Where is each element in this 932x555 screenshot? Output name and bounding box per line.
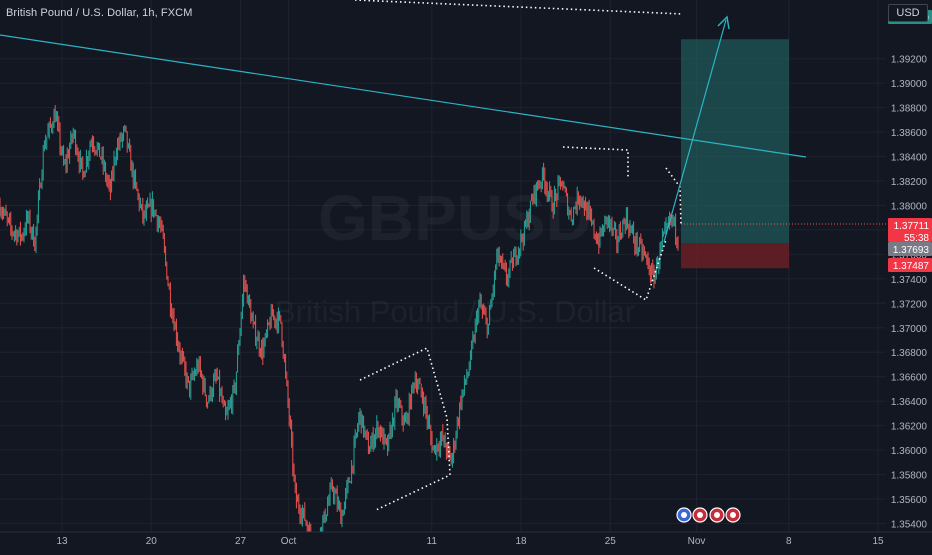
loss-zone[interactable] bbox=[681, 243, 789, 269]
economic-events[interactable] bbox=[676, 507, 741, 523]
currency-badge[interactable]: USD bbox=[888, 4, 928, 22]
y-tick-label: 1.37200 bbox=[891, 299, 928, 310]
x-tick-label: 8 bbox=[786, 536, 792, 547]
current-price-tag-text: 1.37711 bbox=[894, 221, 930, 232]
y-tick-label: 1.38200 bbox=[891, 177, 928, 188]
y-tick-label: 1.35400 bbox=[891, 519, 928, 530]
y-tick-label: 1.39200 bbox=[891, 55, 928, 66]
y-tick-label: 1.36800 bbox=[891, 348, 928, 359]
y-tick-label: 1.38800 bbox=[891, 104, 928, 115]
entry-price-tag-background bbox=[888, 242, 932, 256]
pattern-lines-current[interactable] bbox=[665, 167, 682, 226]
projection-arrow-head[interactable] bbox=[717, 15, 730, 30]
y-tick-label: 1.36400 bbox=[891, 397, 928, 408]
x-tick-label: 25 bbox=[605, 536, 617, 547]
entry-price-tag: 1.37693 bbox=[888, 242, 932, 256]
time-axis[interactable]: 13 20 27 Oct 11 18 25 Nov 8 15 bbox=[0, 531, 932, 550]
event-flag-icon[interactable] bbox=[692, 507, 708, 523]
y-tick-label: 1.39000 bbox=[891, 79, 928, 90]
candles bbox=[0, 105, 679, 555]
stop-price-tag-background bbox=[888, 258, 932, 272]
event-flag-dot bbox=[697, 512, 703, 518]
y-tick-label: 1.35800 bbox=[891, 471, 928, 482]
dotted-line-top[interactable] bbox=[354, 0, 684, 15]
y-tick-label: 1.37000 bbox=[891, 324, 928, 335]
x-tick-label: 11 bbox=[427, 536, 438, 547]
event-flag-dot bbox=[681, 512, 687, 518]
y-tick-label: 1.38400 bbox=[891, 153, 928, 164]
x-tick-label: 27 bbox=[235, 536, 247, 547]
entry-price-tag-text: 1.37693 bbox=[893, 245, 930, 256]
y-tick-label: 1.36000 bbox=[891, 446, 928, 457]
stop-price-tag-text: 1.37487 bbox=[893, 261, 930, 272]
x-tick-label: Nov bbox=[688, 536, 706, 547]
y-tick-label: 1.36200 bbox=[891, 422, 928, 433]
event-flag-icon[interactable] bbox=[709, 507, 725, 523]
drawings[interactable] bbox=[0, 0, 807, 511]
y-tick-label: 1.36600 bbox=[891, 373, 928, 384]
x-tick-label: Oct bbox=[281, 536, 297, 547]
x-tick-label: 15 bbox=[872, 536, 884, 547]
event-flag-dot bbox=[730, 512, 736, 518]
y-tick-label: 1.38000 bbox=[891, 201, 928, 212]
x-tick-label: 20 bbox=[146, 536, 158, 547]
y-tick-label: 1.38600 bbox=[891, 128, 928, 139]
current-price-tag-background bbox=[888, 218, 932, 242]
current-price-tag-text: 55:38 bbox=[904, 233, 929, 244]
event-flag-icon[interactable] bbox=[676, 507, 692, 523]
x-tick-label: 13 bbox=[56, 536, 68, 547]
projection-arrow-line[interactable] bbox=[663, 19, 727, 243]
symbol-title[interactable]: British Pound / U.S. Dollar, 1h, FXCM bbox=[6, 7, 193, 19]
watermark-description: British Pound / U.S. Dollar bbox=[275, 294, 635, 329]
x-tick-label: 18 bbox=[515, 536, 527, 547]
stop-price-tag: 1.37487 bbox=[888, 258, 932, 272]
time-axis-background bbox=[0, 532, 932, 550]
event-flag-dot bbox=[714, 512, 720, 518]
descending-trendline[interactable] bbox=[0, 34, 807, 158]
price-grid bbox=[0, 0, 886, 532]
y-tick-label: 1.37400 bbox=[891, 275, 928, 286]
event-flag-icon[interactable] bbox=[725, 507, 741, 523]
pattern-lines-right-top[interactable] bbox=[562, 146, 629, 178]
y-tick-label: 1.35600 bbox=[891, 495, 928, 506]
